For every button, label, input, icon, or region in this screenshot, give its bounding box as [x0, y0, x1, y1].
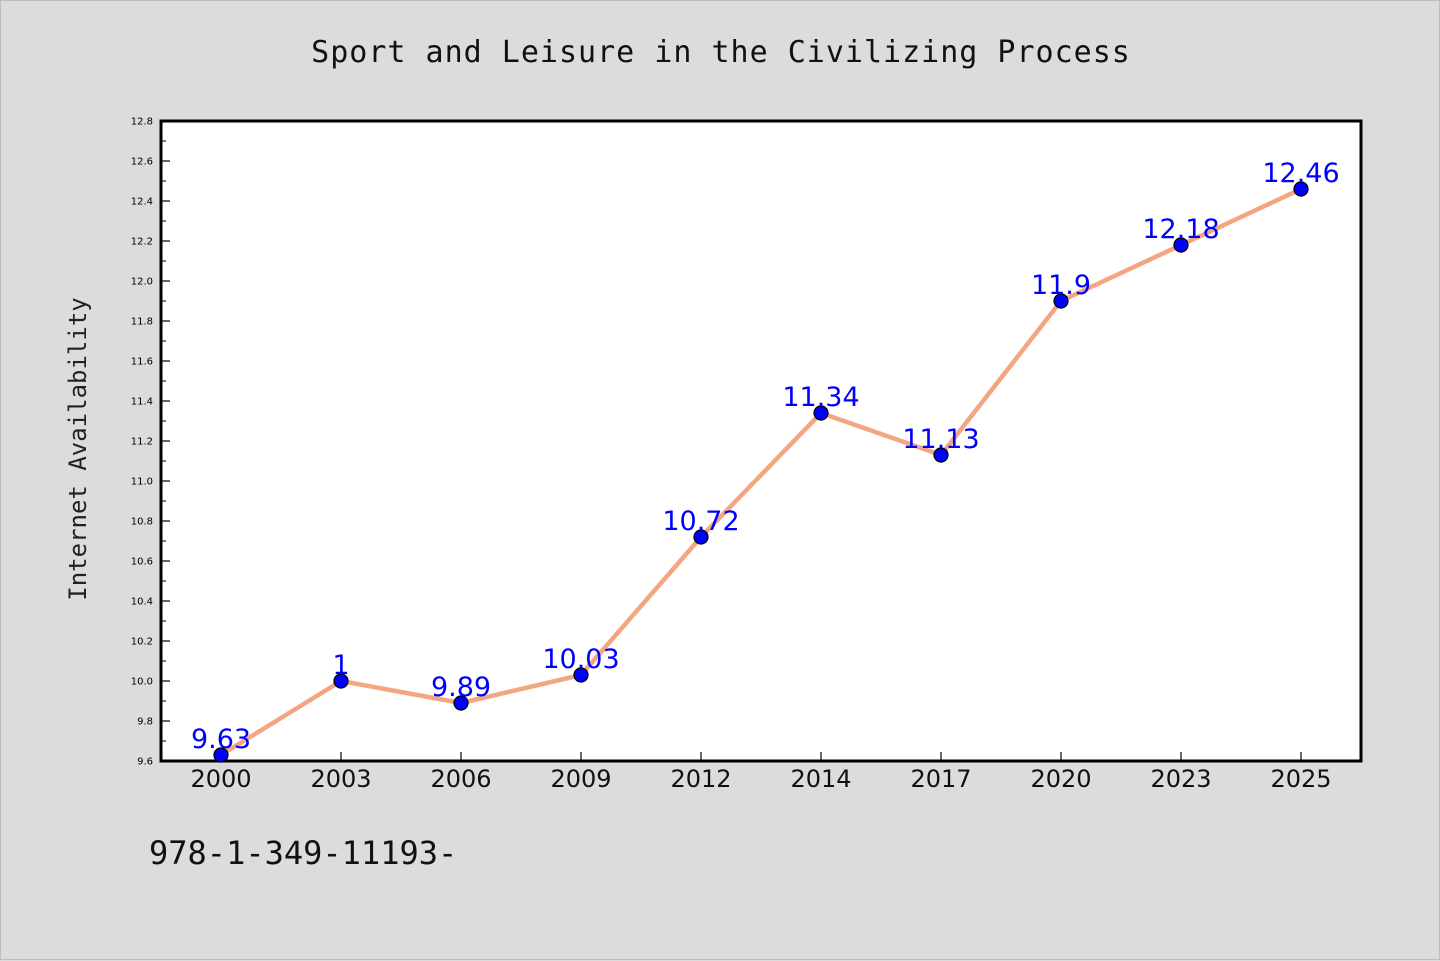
x-tick-label: 2025 — [1270, 765, 1331, 793]
x-tick-label: 2020 — [1030, 765, 1091, 793]
data-point — [453, 695, 469, 711]
data-label: 9.89 — [431, 672, 491, 703]
data-label: 11.9 — [1031, 270, 1091, 301]
data-label: 1 — [332, 650, 349, 681]
y-tick-label: 12.4 — [131, 197, 153, 208]
y-tick-label: 12.6 — [131, 157, 153, 168]
y-tick-label: 11.4 — [131, 397, 153, 408]
x-tick-label: 2003 — [310, 765, 371, 793]
data-point — [813, 405, 829, 421]
data-label: 12.46 — [1262, 158, 1339, 189]
y-tick-label: 10.0 — [131, 677, 153, 688]
y-tick-label: 11.2 — [131, 437, 153, 448]
x-tick-label: 2017 — [910, 765, 971, 793]
y-tick-label: 11.6 — [131, 357, 153, 368]
y-tick-label: 10.8 — [131, 517, 153, 528]
y-tick-label: 12.0 — [131, 277, 153, 288]
isbn-text: 978-1-349-11193- — [149, 834, 458, 872]
x-tick-label: 2014 — [790, 765, 851, 793]
data-point — [1053, 293, 1069, 309]
y-tick-label: 12.2 — [131, 237, 153, 248]
data-label: 11.13 — [902, 424, 979, 455]
chart-title: Sport and Leisure in the Civilizing Proc… — [311, 35, 1131, 70]
x-tick-label: 2000 — [190, 765, 251, 793]
series-line — [218, 186, 1304, 758]
data-point — [333, 673, 349, 689]
data-label: 10.03 — [542, 644, 619, 675]
data-label: 9.63 — [191, 724, 251, 755]
data-point — [573, 667, 589, 683]
data-label: 10.72 — [662, 506, 739, 537]
y-tick-label: 10.4 — [131, 597, 153, 608]
x-tick-label: 2023 — [1150, 765, 1211, 793]
data-label: 11.34 — [782, 382, 859, 413]
y-tick-label: 12.8 — [131, 117, 153, 128]
y-tick-label: 9.8 — [137, 717, 153, 728]
y-tick-label: 11.0 — [131, 477, 153, 488]
data-label: 12.18 — [1142, 214, 1219, 245]
y-tick-label: 11.8 — [131, 317, 153, 328]
data-point — [1173, 237, 1189, 253]
data-point — [933, 447, 949, 463]
x-tick-label: 2006 — [430, 765, 491, 793]
data-point — [693, 529, 709, 545]
data-point — [1293, 181, 1309, 197]
data-point — [213, 747, 229, 763]
x-tick-label: 2009 — [550, 765, 611, 793]
y-tick-label: 9.6 — [137, 757, 153, 768]
y-tick-label: 10.2 — [131, 637, 153, 648]
y-tick-label: 10.6 — [131, 557, 153, 568]
x-tick-label: 2012 — [670, 765, 731, 793]
plot-area — [159, 119, 1363, 763]
